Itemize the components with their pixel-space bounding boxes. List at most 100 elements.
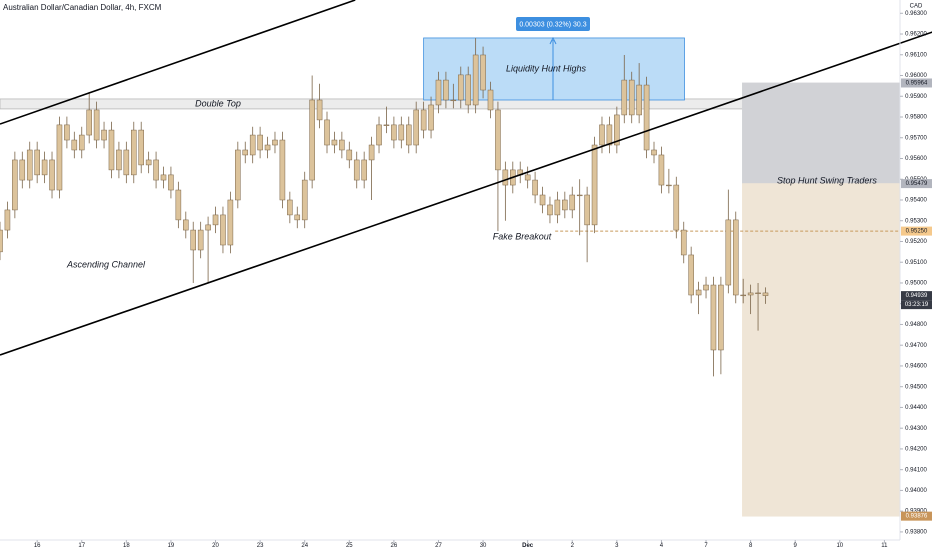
y-tick-label: 0.95800 bbox=[905, 115, 927, 121]
candle-body bbox=[116, 149, 122, 171]
candle-body bbox=[666, 184, 672, 187]
y-tick-label: 0.95200 bbox=[905, 239, 927, 245]
candle-body bbox=[346, 149, 353, 161]
y-tick-label: 0.94600 bbox=[905, 364, 927, 370]
candle-body bbox=[71, 139, 78, 151]
price-label-bg bbox=[901, 78, 932, 88]
countdown-label: 03:23:19 bbox=[905, 302, 929, 308]
candle-body bbox=[301, 179, 308, 221]
y-tick-label: 0.94000 bbox=[905, 488, 927, 494]
x-tick-label: 2 bbox=[571, 543, 575, 549]
candle-body bbox=[688, 254, 694, 296]
candle-body bbox=[443, 79, 449, 101]
x-tick-label: 19 bbox=[168, 543, 175, 549]
measure-label-bg bbox=[516, 17, 590, 31]
candle-body bbox=[457, 74, 464, 101]
candle-body bbox=[614, 114, 620, 146]
candle-body bbox=[636, 84, 642, 116]
price-label: 0.94939 bbox=[906, 293, 928, 299]
candle-body bbox=[413, 109, 419, 146]
candles bbox=[0, 38, 769, 377]
candle-body bbox=[495, 109, 501, 171]
candle-body bbox=[101, 129, 107, 141]
candle-body bbox=[547, 204, 553, 216]
candle-body bbox=[710, 284, 717, 351]
drawings bbox=[0, 37, 901, 517]
price-label: 0.95964 bbox=[906, 81, 928, 87]
x-tick-label: 11 bbox=[881, 543, 888, 549]
measure-label: 0.00303 (0.32%) 30.3 bbox=[519, 21, 586, 28]
x-tick-label: 24 bbox=[301, 543, 308, 549]
candle-body bbox=[718, 284, 724, 351]
candle-body bbox=[249, 134, 256, 156]
candle-body bbox=[480, 54, 486, 91]
candle-body bbox=[755, 292, 761, 294]
candle-body bbox=[316, 99, 323, 121]
candle-body bbox=[361, 159, 367, 181]
candle-body bbox=[353, 159, 360, 181]
stop-hunt-label: Stop Hunt Swing Traders bbox=[777, 175, 877, 185]
trend-line bbox=[0, 31, 932, 356]
candle-body bbox=[703, 284, 709, 291]
candle-body bbox=[524, 174, 531, 181]
double-top-label: Double Top bbox=[195, 98, 241, 108]
y-tick-label: 0.95100 bbox=[905, 260, 927, 266]
price-label: 0.93876 bbox=[906, 514, 928, 520]
candle-body bbox=[465, 74, 471, 106]
y-tick-label: 0.94500 bbox=[905, 384, 927, 390]
candle-body bbox=[450, 99, 457, 102]
candle-body bbox=[78, 134, 85, 151]
y-tick-label: 0.96000 bbox=[905, 73, 927, 79]
candle-body bbox=[145, 159, 152, 166]
candle-body bbox=[532, 179, 538, 196]
candle-body bbox=[502, 169, 509, 186]
x-tick-label: 17 bbox=[78, 543, 85, 549]
y-tick-label: 0.95700 bbox=[905, 135, 927, 141]
candle-body bbox=[168, 174, 174, 191]
y-tick-label: 0.96300 bbox=[905, 11, 927, 17]
candle-body bbox=[160, 174, 167, 181]
candle-body bbox=[86, 109, 92, 136]
x-tick-label: 4 bbox=[660, 543, 664, 549]
candle-body bbox=[93, 109, 100, 141]
x-tick-label: 23 bbox=[257, 543, 264, 549]
y-tick-label: 0.96200 bbox=[905, 32, 927, 38]
candle-body bbox=[257, 134, 263, 151]
x-tick-label: 26 bbox=[391, 543, 398, 549]
x-tick-label: 8 bbox=[749, 543, 753, 549]
candle-body bbox=[584, 194, 590, 226]
candle-body bbox=[309, 99, 315, 181]
y-tick-label: 0.95400 bbox=[905, 198, 927, 204]
price-label: 0.95250 bbox=[906, 229, 928, 235]
channel-label: Ascending Channel bbox=[66, 259, 146, 269]
candle-body bbox=[56, 124, 63, 191]
y-tick-label: 0.96100 bbox=[905, 52, 927, 58]
candle-body bbox=[331, 139, 338, 146]
candle-body bbox=[294, 214, 301, 221]
y-tick-label: 0.95000 bbox=[905, 281, 927, 287]
candle-body bbox=[554, 199, 561, 216]
price-label-bg bbox=[901, 226, 932, 236]
candle-body bbox=[64, 124, 70, 141]
y-tick-label: 0.93800 bbox=[905, 529, 927, 535]
y-tick-label: 0.95900 bbox=[905, 94, 927, 100]
candle-body bbox=[220, 214, 226, 246]
x-tick-label: 25 bbox=[346, 543, 353, 549]
candle-body bbox=[599, 124, 605, 146]
candle-body bbox=[212, 214, 219, 226]
candle-body bbox=[368, 144, 375, 161]
candle-body bbox=[339, 139, 345, 151]
trend-line bbox=[0, 0, 356, 125]
candle-body bbox=[591, 144, 598, 226]
candle-body bbox=[26, 149, 33, 181]
y-tick-label: 0.94300 bbox=[905, 426, 927, 432]
x-tick-label: 7 bbox=[704, 543, 708, 549]
candle-body bbox=[34, 149, 40, 176]
candle-body bbox=[376, 124, 382, 146]
candle-body bbox=[153, 159, 159, 181]
measure-arrow-head bbox=[549, 36, 557, 45]
candle-body bbox=[732, 219, 739, 296]
candle-body bbox=[428, 104, 434, 131]
candle-body bbox=[606, 124, 613, 146]
